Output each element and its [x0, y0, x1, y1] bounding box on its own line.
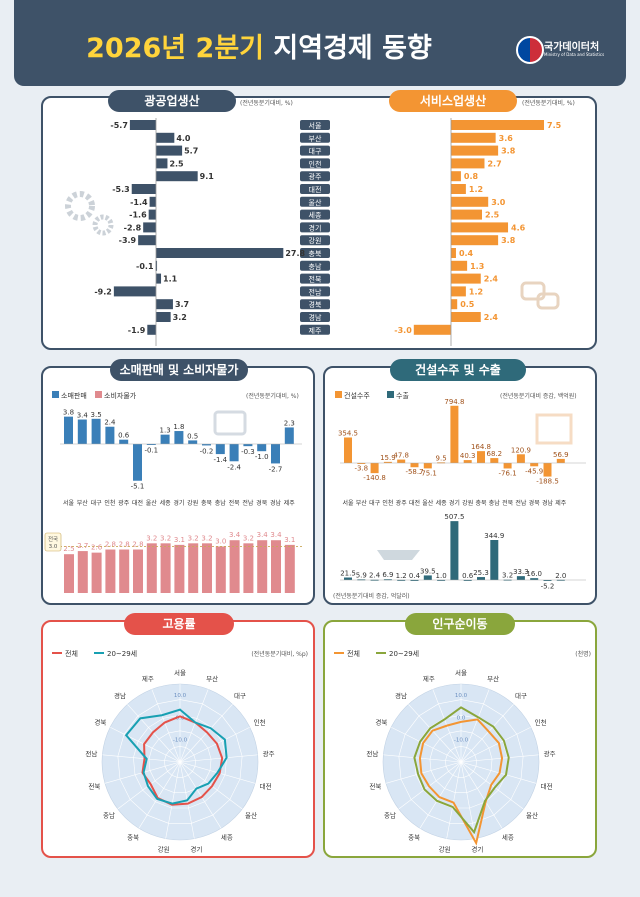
service-title: 서비스업생산 — [389, 90, 517, 112]
retail-title: 소매판매 및 소비자물가 — [110, 359, 248, 381]
org-name: 국가데이터처 — [544, 42, 600, 53]
mining-title: 광공업생산 — [108, 90, 236, 112]
production-panel — [41, 96, 597, 350]
retail-panel — [41, 366, 315, 605]
construction-title: 건설수주 및 수출 — [390, 359, 526, 381]
org-english-name: Ministry of Data and Statistics — [544, 52, 605, 57]
page-title: 2026년 2분기 지역경제 동향 — [86, 33, 432, 64]
employment-panel — [41, 620, 315, 858]
employment-title: 고용률 — [124, 613, 234, 635]
construction-panel — [323, 366, 597, 605]
header-banner: 2026년 2분기 지역경제 동향 국가데이터처 Ministry of Dat… — [14, 0, 626, 86]
taeguk-logo-icon — [516, 36, 544, 64]
migration-title: 인구순이동 — [405, 613, 515, 635]
migration-panel — [323, 620, 597, 858]
